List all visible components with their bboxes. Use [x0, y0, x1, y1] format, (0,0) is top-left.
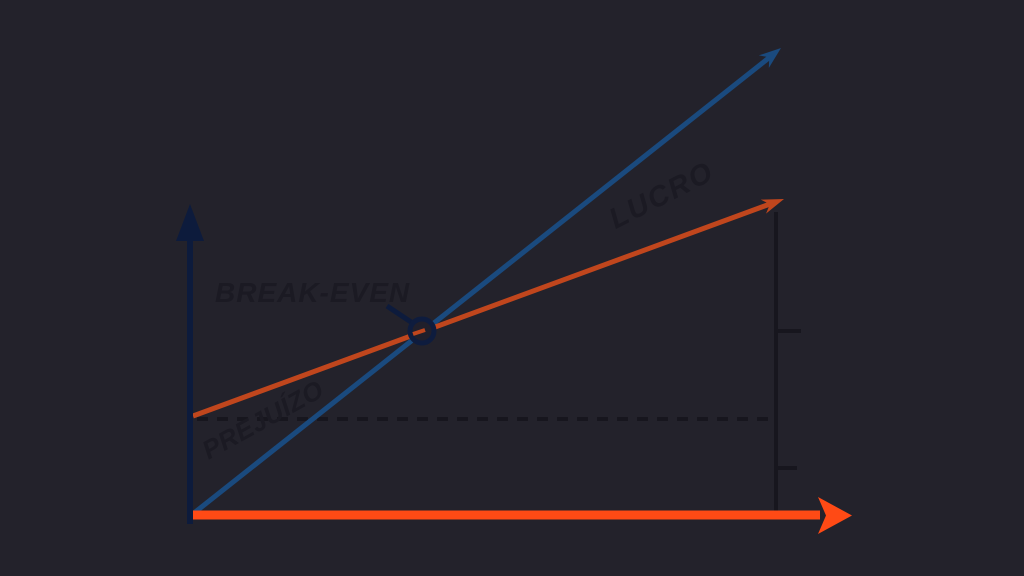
break-even-leader-line	[385, 303, 416, 327]
revenue-line	[192, 55, 772, 515]
cost-line-arrowhead-icon	[760, 199, 784, 214]
break-even-label: BREAK-EVEN	[215, 277, 411, 308]
cost-line	[192, 201, 771, 419]
break-even-inner-dash	[412, 328, 426, 336]
y-axis-arrowhead-icon	[176, 204, 204, 241]
x-axis-arrowhead-icon	[818, 497, 852, 534]
revenue-line-arrowhead-icon	[758, 48, 781, 68]
